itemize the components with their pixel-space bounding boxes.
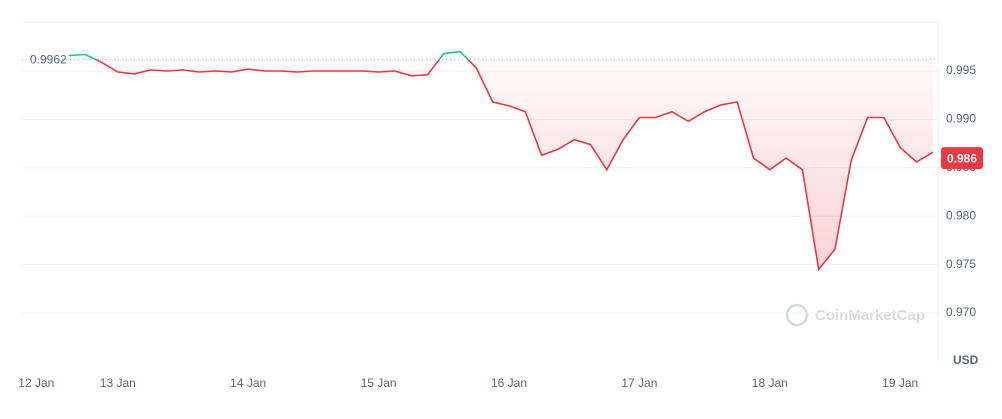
- currency-label: USD: [953, 353, 979, 367]
- current-price-label: 0.986: [947, 151, 977, 165]
- y-tick-label: 0.995: [946, 63, 976, 77]
- price-area: [68, 59, 933, 270]
- price-line-down: [93, 59, 934, 272]
- x-tick-label: 15 Jan: [361, 376, 397, 390]
- current-price-badge: [941, 147, 983, 170]
- y-tick-label: 0.975: [946, 257, 976, 271]
- x-tick-label: 19 Jan: [882, 376, 918, 390]
- watermark-logo: [785, 303, 809, 327]
- x-tick-label: 14 Jan: [230, 376, 266, 390]
- y-tick-label: 0.990: [946, 112, 976, 126]
- y-tick-label: 0.970: [946, 305, 976, 319]
- x-tick-label: 12 Jan: [18, 376, 54, 390]
- x-tick-label: 17 Jan: [621, 376, 657, 390]
- watermark: CoinMarketCap: [785, 303, 925, 327]
- watermark-text: CoinMarketCap: [815, 307, 925, 324]
- baseline-label: 0.9962: [30, 53, 67, 67]
- x-tick-label: 18 Jan: [752, 376, 788, 390]
- x-tick-label: 16 Jan: [491, 376, 527, 390]
- x-tick-label: 13 Jan: [100, 376, 136, 390]
- y-tick-label: 0.980: [946, 208, 976, 222]
